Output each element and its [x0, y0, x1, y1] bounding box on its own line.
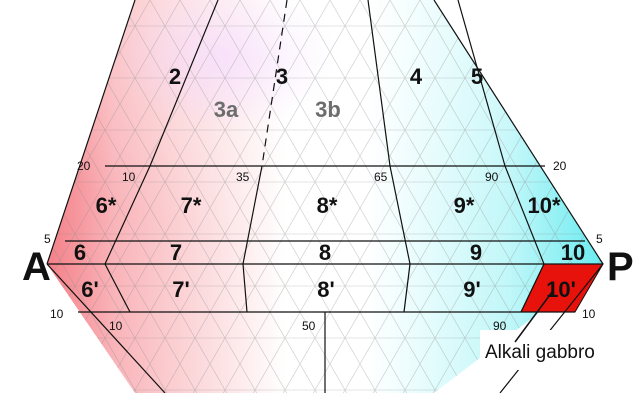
field-8-prime-label: 8'	[317, 277, 334, 302]
field-8-star-label: 8*	[317, 193, 338, 218]
field-3a-label: 3a	[214, 97, 239, 122]
field-9-prime-label: 9'	[463, 277, 480, 302]
tick-10-upper: 10	[122, 170, 136, 184]
field-10-label: 10	[561, 240, 585, 265]
tick-65: 65	[374, 170, 388, 184]
tick-35: 35	[236, 170, 250, 184]
field-7-label: 7	[170, 240, 182, 265]
tick-5-right: 5	[596, 232, 603, 246]
annotation-leader-line	[514, 291, 553, 343]
field-9-star-label: 9*	[454, 193, 475, 218]
vertex-label-a: A	[22, 245, 51, 289]
annotation-box	[480, 330, 628, 370]
field-6-star-label: 6*	[96, 193, 117, 218]
annotation-label: Alkali gabbro	[485, 342, 595, 363]
tick-10-left: 10	[50, 307, 64, 321]
field-8-label: 8	[319, 240, 331, 265]
field-3-label: 3	[276, 64, 288, 89]
field-5-label: 5	[471, 64, 483, 89]
tick-5-left: 5	[44, 232, 51, 246]
tick-90-upper: 90	[485, 170, 499, 184]
tick-20-right: 20	[553, 159, 567, 173]
tick-10-right: 10	[582, 307, 596, 321]
vertex-label-p: P	[607, 245, 634, 289]
field-7-star-label: 7*	[181, 193, 202, 218]
tick-50: 50	[302, 319, 316, 333]
field-4-label: 4	[410, 64, 423, 89]
field-boundaries	[46, 0, 604, 393]
field-10-star-label: 10*	[527, 193, 560, 218]
field-10-prime-label: 10'	[546, 277, 576, 302]
tick-10-lower: 10	[109, 319, 123, 333]
tick-90-lower: 90	[493, 319, 507, 333]
tick-20-left: 20	[77, 159, 91, 173]
field-9-label: 9	[470, 240, 482, 265]
field-3b-label: 3b	[315, 97, 341, 122]
field-6-prime-label: 6'	[81, 277, 98, 302]
field-2-label: 2	[169, 64, 181, 89]
field-7-prime-label: 7'	[172, 277, 189, 302]
field-6-label: 6	[74, 240, 86, 265]
